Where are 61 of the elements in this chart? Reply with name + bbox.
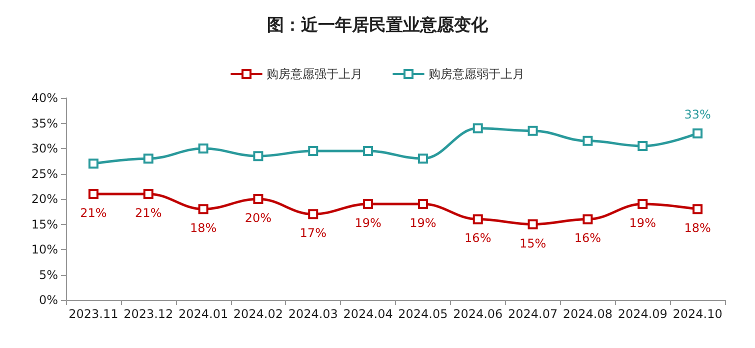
point: [198, 144, 208, 154]
point: [88, 188, 98, 199]
point: [363, 146, 374, 156]
y-tick-label: 10%: [31, 242, 58, 256]
point: [692, 128, 703, 138]
point: [418, 154, 428, 164]
point: [198, 204, 208, 214]
x-tick-label: 2023.12: [124, 307, 174, 321]
point: [363, 199, 374, 210]
point: [528, 219, 538, 230]
data-label: 19%: [629, 216, 656, 230]
x-tick-label: 2024.05: [398, 307, 448, 321]
y-tick-label: 15%: [31, 217, 58, 232]
y-tick-label: 30%: [31, 142, 58, 156]
data-label: 16%: [464, 231, 492, 246]
y-tick-label: 25%: [31, 166, 58, 181]
point: [472, 123, 483, 134]
data-label: 17%: [300, 226, 326, 240]
y-tick-label: 0%: [38, 293, 58, 307]
point: [638, 199, 648, 210]
data-label: 15%: [519, 236, 546, 250]
y-tick-label: 35%: [31, 116, 58, 130]
x-tick-label: 2024.09: [618, 307, 668, 321]
legend-label: 购房意愿强于上月: [266, 67, 362, 81]
x-tick-label: 2024.08: [562, 307, 613, 321]
point: [528, 126, 538, 136]
point: [692, 204, 703, 214]
x-tick-label: 2024.07: [508, 307, 558, 321]
y-tick-label: 5%: [38, 268, 58, 282]
x-tick-label: 2024.01: [178, 307, 228, 321]
y-tick-label: 20%: [31, 192, 58, 206]
legend-label: 购房意愿弱于上月: [428, 67, 524, 81]
x-tick-label: 2024.03: [288, 307, 338, 321]
x-tick-label: 2024.10: [672, 307, 722, 321]
data-label: 16%: [574, 231, 602, 246]
point: [88, 158, 98, 169]
data-label: 19%: [354, 216, 382, 230]
data-label: 21%: [135, 206, 162, 220]
chart-title: 图：近一年居民置业意愿变化: [267, 16, 489, 36]
point: [143, 154, 154, 164]
data-label: 18%: [190, 221, 217, 236]
y-tick-label: 40%: [31, 91, 58, 105]
point: [472, 214, 483, 224]
data-label: 19%: [410, 216, 436, 230]
point: [253, 194, 264, 204]
x-tick-label: 2024.06: [453, 307, 503, 321]
point: [253, 151, 264, 162]
point: [308, 146, 318, 156]
data-label: 21%: [80, 206, 107, 220]
point: [582, 136, 593, 146]
data-label: 18%: [684, 221, 711, 236]
x-tick-label: 2024.02: [233, 307, 284, 321]
point: [418, 199, 428, 210]
data-label: 33%: [684, 107, 711, 122]
x-tick-label: 2024.04: [343, 307, 393, 321]
data-label: 20%: [244, 211, 272, 225]
point: [308, 209, 318, 220]
x-tick-label: 2023.11: [68, 307, 118, 321]
point: [582, 214, 593, 224]
point: [143, 188, 154, 199]
point: [638, 140, 648, 151]
